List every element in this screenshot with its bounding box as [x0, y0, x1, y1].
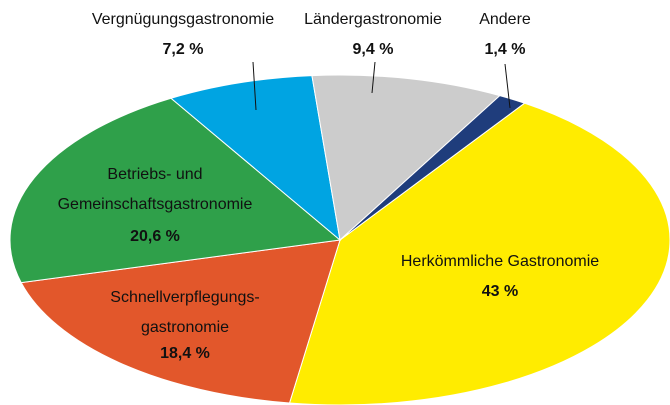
value-label: 43 %	[482, 283, 518, 300]
slice-label: Schnellverpflegungs-gastronomie	[110, 289, 259, 336]
value-label: 18,4 %	[160, 345, 210, 362]
value-label: 20,6 %	[130, 228, 180, 245]
pie-slice	[288, 102, 670, 405]
pie-slice	[9, 97, 342, 284]
slice-label: Herkömmliche Gastronomie	[401, 253, 599, 270]
slice-label: Vergnügungsgastronomie	[92, 11, 274, 28]
value-label: 1,4 %	[485, 41, 526, 58]
pie-slice	[20, 239, 341, 404]
slice-label: Andere	[479, 11, 531, 28]
pie-slice	[339, 95, 526, 241]
pie-slice	[311, 74, 501, 241]
leader-line	[504, 63, 511, 109]
slice-label: Betriebs- und Gemeinschaftsgastronomie	[58, 166, 253, 213]
value-label: 9,4 %	[353, 41, 394, 58]
pie-slice	[169, 75, 341, 242]
leader-line	[371, 61, 376, 94]
value-label: 7,2 %	[163, 41, 204, 58]
leader-line	[252, 61, 257, 111]
slice-label: Ländergastronomie	[304, 11, 442, 28]
